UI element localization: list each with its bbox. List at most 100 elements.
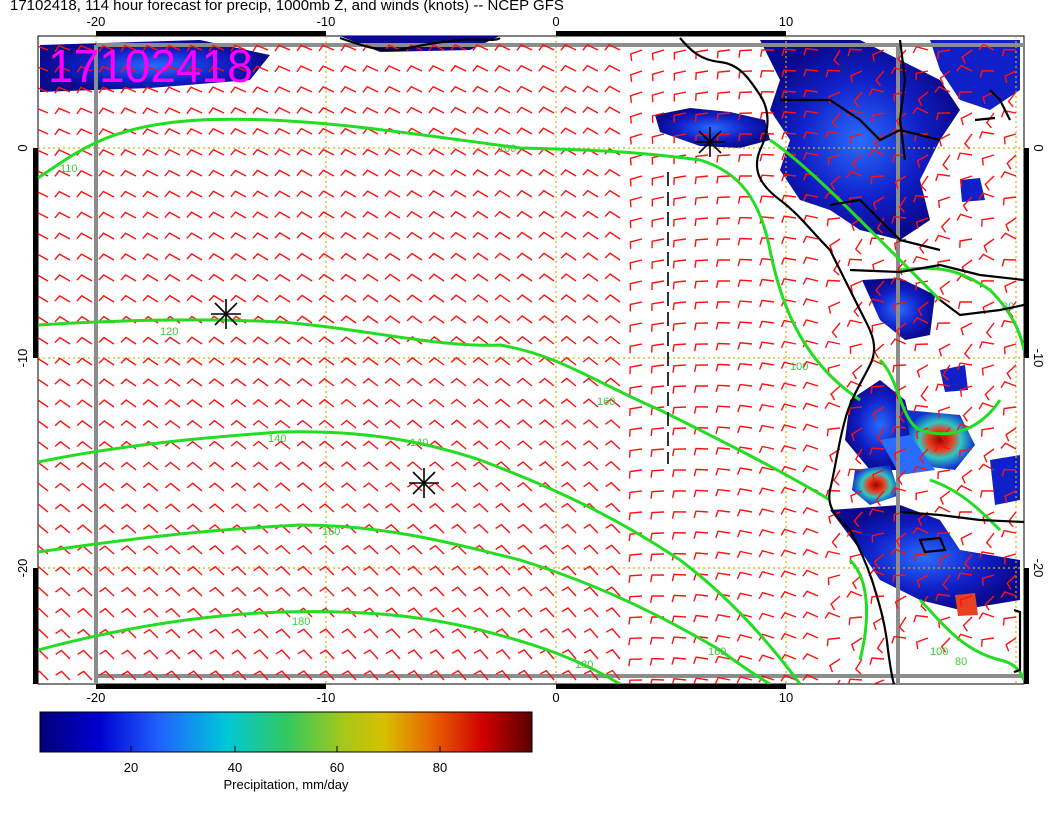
wind-barb: [494, 294, 511, 303]
wind-barb: [672, 448, 687, 457]
wind-barb: [121, 670, 137, 681]
wind-barb: [231, 544, 247, 555]
wind-barb: [539, 607, 555, 618]
wind-barb: [362, 190, 379, 198]
wind-barb: [187, 544, 203, 555]
wind-barb: [451, 481, 467, 492]
wind-barb: [231, 670, 247, 681]
wind-barb: [362, 294, 379, 303]
wind-barb: [164, 503, 181, 513]
wind-barb: [54, 274, 71, 282]
wind-barb: [253, 670, 269, 681]
wind-barb: [208, 378, 225, 387]
wind-barb: [985, 112, 995, 129]
wind-barb: [451, 502, 467, 513]
wind-barb: [428, 231, 445, 240]
wind-barb: [472, 190, 489, 198]
wind-barb: [876, 637, 885, 654]
wind-barb: [209, 628, 225, 639]
wind-barb: [208, 294, 225, 303]
wind-barb: [912, 45, 929, 54]
wind-barb: [671, 552, 687, 561]
wind-barb: [253, 649, 269, 660]
wind-barb: [120, 107, 137, 115]
wind-barb: [230, 357, 247, 366]
wind-barb: [98, 419, 115, 429]
wind-barb: [472, 127, 489, 135]
wind-barb: [715, 467, 731, 476]
wind-barb: [934, 295, 951, 303]
wind-barb: [673, 70, 687, 81]
wind-barb: [715, 488, 731, 497]
wind-barb: [1000, 319, 1017, 328]
wind-barb: [852, 574, 863, 590]
wind-barb: [450, 356, 467, 366]
wind-barb: [671, 490, 686, 498]
wind-barb: [363, 670, 379, 681]
wind-barb: [164, 273, 181, 282]
wind-barb: [959, 175, 973, 187]
wind-barb: [428, 356, 445, 366]
wind-barb: [694, 175, 709, 185]
wind-barb: [849, 343, 863, 354]
wind-barb: [230, 440, 247, 450]
wind-barb: [120, 399, 137, 408]
wind-barb: [384, 294, 401, 303]
wind-barb: [76, 378, 93, 387]
wind-barb: [363, 565, 379, 576]
wind-barb: [538, 231, 555, 240]
wind-barb: [473, 669, 489, 681]
wind-barb: [672, 343, 687, 352]
wind-barb: [472, 231, 489, 240]
wind-barb: [98, 232, 115, 240]
wind-barb: [830, 595, 841, 611]
wind-barb: [406, 377, 423, 387]
wind-barb: [650, 532, 665, 541]
wind-barb: [956, 64, 973, 72]
wind-barb: [935, 593, 951, 602]
wind-barb: [516, 461, 533, 471]
wind-barb: [629, 133, 643, 145]
wind-barb: [54, 566, 71, 576]
wind-barb: [850, 490, 863, 503]
wind-barb: [539, 460, 555, 471]
wind-barb: [98, 274, 115, 282]
wind-barb: [450, 273, 467, 282]
wind-barb: [362, 356, 379, 366]
wind-barb: [495, 565, 511, 576]
wind-barb: [362, 419, 379, 429]
wind-barb: [385, 628, 401, 639]
wind-barb: [978, 551, 995, 559]
wind-barb: [230, 336, 247, 345]
wind-barb: [406, 85, 423, 93]
wind-barb: [296, 440, 313, 450]
lon-tick: 0: [552, 690, 559, 705]
wind-barb: [54, 357, 71, 366]
wind-barb: [560, 169, 577, 177]
wind-barb: [1005, 427, 1017, 442]
wind-barb: [672, 427, 687, 436]
wind-barb: [120, 274, 137, 282]
wind-barb: [98, 107, 115, 115]
wind-barb: [38, 441, 49, 450]
wind-barb: [981, 637, 995, 647]
wind-barb: [651, 217, 665, 228]
wind-barb: [876, 427, 885, 444]
wind-barb: [38, 524, 49, 534]
wind-barb: [892, 574, 907, 583]
wind-barb: [54, 253, 71, 261]
wind-barb: [274, 232, 291, 240]
wind-barb: [582, 356, 599, 366]
wind-barb: [604, 293, 621, 303]
wind-barb: [517, 565, 533, 576]
wind-barb: [828, 91, 841, 104]
wind-barb: [560, 106, 577, 114]
wind-barb: [516, 335, 533, 345]
wind-barb: [560, 85, 577, 93]
wind-barb: [893, 91, 907, 102]
wind-barb: [940, 427, 951, 443]
lon-tick: 10: [779, 690, 793, 705]
contour-label: 100: [498, 143, 516, 155]
wind-barb: [628, 637, 643, 646]
wind-barb: [120, 211, 137, 219]
